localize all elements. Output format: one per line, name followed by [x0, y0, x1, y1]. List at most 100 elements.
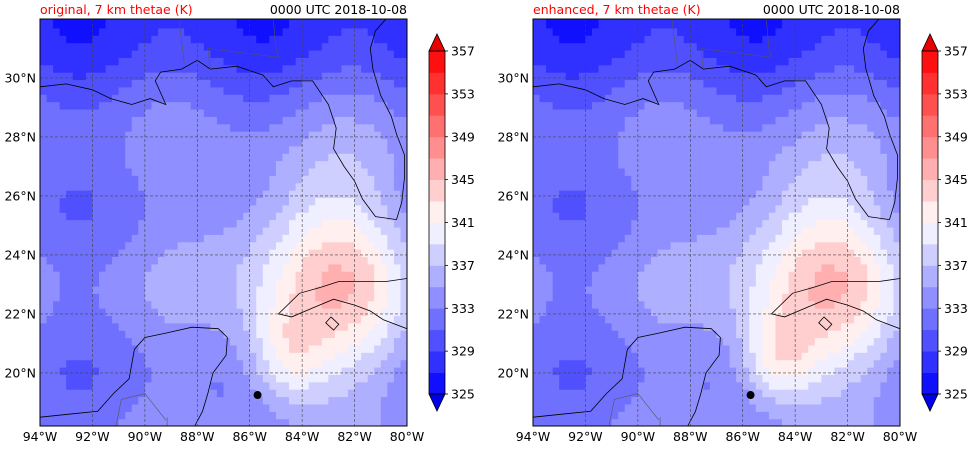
field-cell [677, 389, 685, 398]
field-cell [92, 293, 100, 302]
field-cell [559, 19, 567, 22]
field-cell [380, 403, 388, 412]
field-cell [670, 204, 678, 213]
field-cell [533, 153, 541, 162]
field-cell [690, 344, 698, 353]
field-cell [302, 94, 310, 103]
field-cell [216, 175, 225, 184]
field-cell [105, 131, 113, 140]
field-cell [729, 19, 737, 22]
field-cell [118, 241, 126, 250]
field-cell [400, 300, 407, 309]
field-cell [631, 35, 639, 44]
field-cell [723, 197, 731, 206]
field-cell [308, 64, 316, 73]
field-cell [210, 315, 218, 324]
field-cell [282, 182, 290, 191]
field-cell [249, 226, 257, 235]
field-cell [275, 249, 284, 258]
field-cell [637, 167, 646, 176]
field-cell [723, 315, 731, 324]
field-cell [546, 182, 554, 191]
field-cell [59, 359, 67, 368]
field-cell [348, 79, 356, 88]
field-cell [683, 86, 691, 95]
field-cell [184, 374, 192, 383]
field-cell [578, 35, 587, 44]
field-cell [79, 123, 87, 132]
field-cell [565, 20, 573, 29]
valid-time: 0000 UTC 2018-10-08 [270, 2, 407, 17]
field-cell [624, 94, 632, 103]
field-cell [164, 72, 172, 81]
field-cell [66, 153, 74, 162]
field-cell [559, 367, 567, 375]
field-cell [624, 219, 632, 228]
field-cell [66, 190, 74, 199]
field-cell [269, 212, 277, 221]
field-cell [328, 57, 336, 66]
field-cell [341, 153, 349, 162]
field-cell [393, 138, 402, 147]
field-cell [591, 94, 600, 103]
field-cell [533, 344, 541, 353]
field-cell [334, 389, 343, 398]
field-cell [605, 403, 613, 412]
field-cell [361, 285, 369, 294]
field-cell [315, 293, 323, 302]
field-cell [650, 263, 659, 272]
field-cell [72, 234, 80, 243]
field-cell [262, 153, 270, 162]
field-cell [118, 204, 126, 213]
field-cell [210, 396, 218, 405]
field-cell [138, 249, 146, 258]
field-cell [321, 167, 329, 176]
field-cell [598, 308, 606, 316]
field-cell [53, 263, 61, 272]
field-cell [348, 160, 356, 169]
field-cell [190, 226, 198, 235]
field-cell [256, 138, 264, 147]
field-cell [546, 352, 554, 361]
field-cell [354, 308, 362, 316]
field-cell [216, 411, 225, 420]
field-cell [79, 315, 87, 324]
field-cell [118, 337, 126, 346]
field-cell [59, 330, 67, 339]
field-cell [559, 322, 567, 331]
field-cell [190, 359, 198, 368]
field-cell [631, 411, 639, 420]
field-cell [249, 19, 257, 22]
field-cell [624, 197, 632, 206]
field-cell [66, 293, 74, 302]
field-cell [118, 108, 126, 117]
field-cell [66, 42, 74, 51]
field-cell [539, 219, 547, 228]
field-cell [157, 418, 166, 426]
field-cell [203, 79, 211, 88]
field-cell [59, 367, 67, 375]
field-cell [289, 234, 297, 243]
field-cell [243, 381, 251, 390]
field-cell [387, 131, 395, 140]
field-cell [275, 49, 284, 58]
field-cell [282, 411, 290, 420]
field-cell [533, 411, 541, 420]
field-cell [282, 285, 290, 294]
field-cell [92, 101, 100, 110]
field-cell [243, 278, 251, 287]
field-cell [157, 403, 166, 412]
field-cell [157, 256, 166, 265]
field-cell [184, 234, 192, 243]
field-cell [546, 278, 554, 287]
field-cell [703, 344, 711, 353]
field-cell [637, 138, 646, 147]
field-cell [203, 256, 211, 265]
field-cell [157, 19, 166, 22]
field-cell [631, 79, 639, 88]
field-cell [197, 396, 205, 405]
field-cell [197, 241, 205, 250]
field-cell [157, 72, 166, 81]
field-cell [66, 204, 74, 213]
field-cell [611, 175, 619, 184]
